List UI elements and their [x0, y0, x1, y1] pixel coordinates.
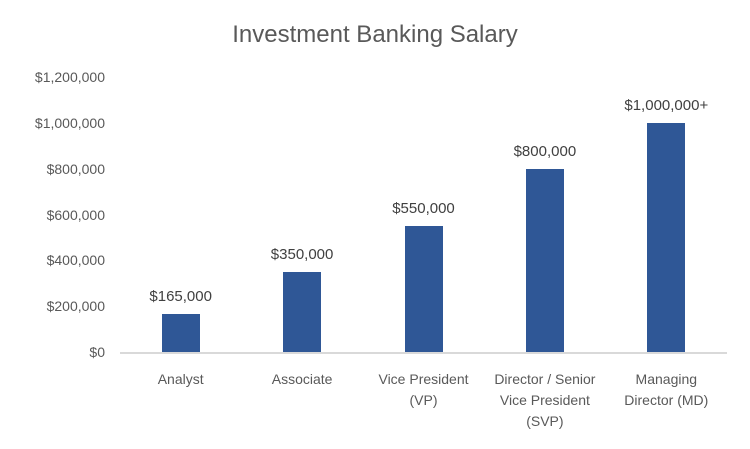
chart-title: Investment Banking Salary: [232, 21, 518, 48]
y-axis-tick-label: $400,000: [46, 252, 105, 269]
bar-value-label: $550,000: [392, 199, 455, 217]
x-axis-category-label: Director / Senior Vice President (SVP): [494, 371, 596, 429]
bar-value-label: $165,000: [149, 288, 212, 306]
y-axis-tick-label: $1,200,000: [34, 69, 105, 85]
y-axis-tick-label: $800,000: [46, 160, 105, 177]
y-axis-tick-label: $0: [89, 344, 105, 360]
x-axis-category-label: Associate: [271, 371, 333, 387]
bar: [525, 168, 564, 352]
x-axis-category-label: Analyst: [157, 371, 204, 387]
bar-value-label: $1,000,000+: [624, 96, 709, 114]
x-axis-category-label: Vice President (VP): [378, 371, 469, 408]
bar: [161, 314, 200, 352]
y-axis-tick-label: $600,000: [46, 206, 105, 223]
bar: [404, 225, 443, 352]
y-axis-tick-label: $200,000: [46, 298, 105, 315]
x-axis-category-label: Managing Director (MD): [624, 371, 709, 408]
y-axis-tick-label: $1,000,000: [34, 114, 105, 131]
bar: [647, 122, 686, 352]
bar-value-label: $350,000: [270, 245, 334, 263]
bar-value-label: $800,000: [513, 142, 577, 160]
x-axis-line: [120, 352, 727, 354]
bar: [283, 271, 322, 352]
